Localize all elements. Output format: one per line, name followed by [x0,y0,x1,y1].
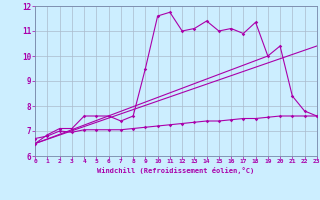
X-axis label: Windchill (Refroidissement éolien,°C): Windchill (Refroidissement éolien,°C) [97,167,255,174]
